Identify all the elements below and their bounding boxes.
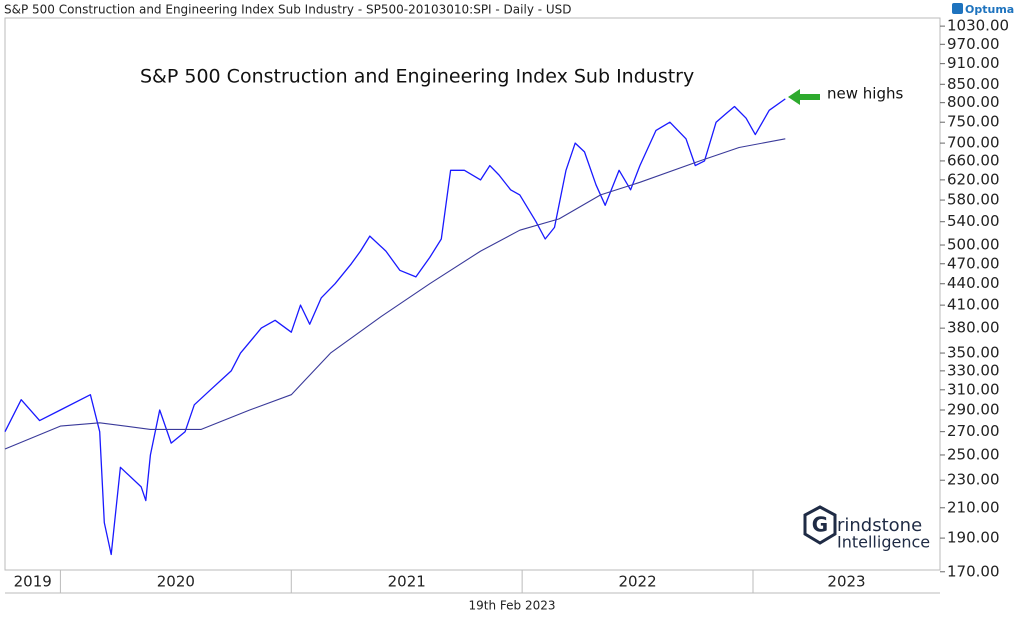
y-tick-label: 500.00	[947, 236, 1000, 254]
y-tick-label: 190.00	[947, 529, 1000, 547]
y-tick-label: 250.00	[947, 445, 1000, 463]
y-tick-label: 440.00	[947, 274, 1000, 292]
watermark-logo-letter: G	[812, 513, 828, 537]
y-tick-label: 170.00	[947, 562, 1000, 580]
y-tick-label: 410.00	[947, 296, 1000, 314]
x-year-label: 2021	[388, 573, 426, 591]
x-year-label: 2022	[618, 573, 656, 591]
watermark: G rindstone Intelligence	[803, 505, 930, 552]
y-tick-label: 620.00	[947, 170, 1000, 188]
series-line	[4, 138, 786, 450]
y-tick-label: 750.00	[947, 113, 1000, 131]
plot-frame	[4, 17, 941, 571]
header: S&P 500 Construction and Engineering Ind…	[4, 3, 572, 17]
chart-title: S&P 500 Construction and Engineering Ind…	[140, 66, 694, 88]
y-tick-label: 700.00	[947, 134, 1000, 152]
y-tick-label: 210.00	[947, 498, 1000, 516]
y-tick-label: 350.00	[947, 344, 1000, 362]
y-tick-label: 470.00	[947, 254, 1000, 272]
y-tick-label: 800.00	[947, 93, 1000, 111]
y-tick-label: 850.00	[947, 75, 1000, 93]
y-tick-label: 970.00	[947, 35, 1000, 53]
x-year-label: 2020	[157, 573, 195, 591]
y-tick-label: 310.00	[947, 380, 1000, 398]
x-year-label: 2019	[14, 573, 52, 591]
annotation: new highs	[827, 85, 903, 103]
y-tick-label: 380.00	[947, 319, 1000, 337]
y-tick-label: 330.00	[947, 361, 1000, 379]
y-tick-label: 540.00	[947, 212, 1000, 230]
y-tick-label: 910.00	[947, 54, 1000, 72]
y-tick-label: 290.00	[947, 401, 1000, 419]
watermark-logo	[803, 505, 837, 545]
arrow	[788, 89, 820, 105]
logo-text: Optuma	[965, 3, 1014, 16]
x-year-label: 2023	[827, 573, 865, 591]
y-tick-label: 580.00	[947, 191, 1000, 209]
y-tick-label: 270.00	[947, 422, 1000, 440]
watermark-line2: Intelligence	[837, 533, 930, 552]
watermark-line1: rindstone	[837, 515, 922, 536]
logo: Optuma	[952, 3, 1014, 16]
logo-icon	[952, 3, 963, 14]
y-tick-label: 1030.00	[947, 17, 1009, 35]
y-tick-label: 660.00	[947, 151, 1000, 169]
footer-date: 19th Feb 2023	[469, 599, 556, 613]
series-line	[4, 98, 786, 556]
y-tick-label: 230.00	[947, 471, 1000, 489]
